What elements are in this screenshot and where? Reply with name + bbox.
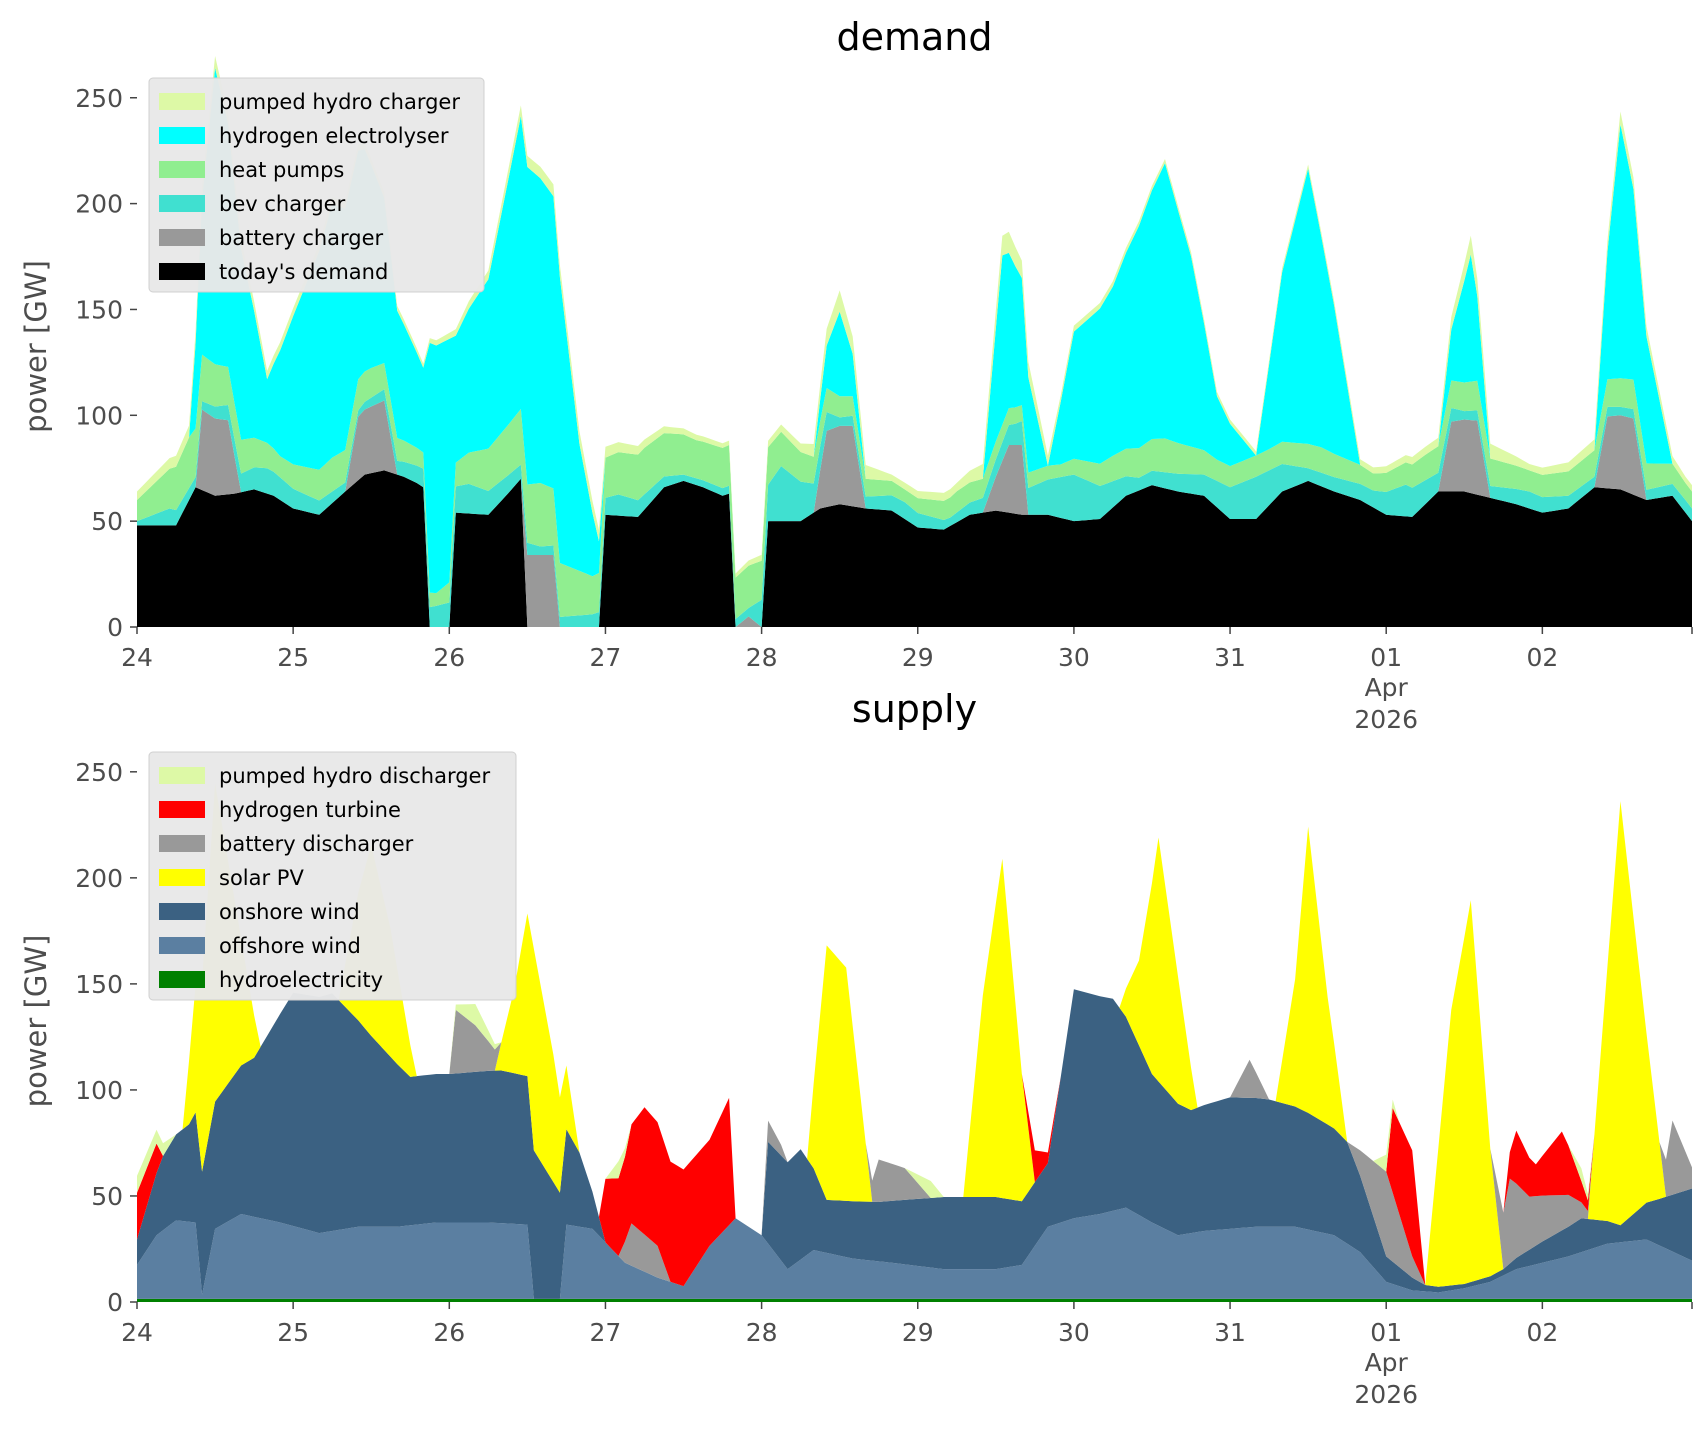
x-tick-label: 29 <box>902 1318 934 1347</box>
legend-label-hydrogen-turbine: hydrogen turbine <box>219 798 401 822</box>
series-offshore-wind-area <box>137 1207 1692 1299</box>
series-battery-discharger-area <box>137 783 1692 1287</box>
y-tick-label: 250 <box>75 758 123 787</box>
supply-y-axis: 0 50 100 150 200 250 power [GW] <box>19 758 137 1317</box>
legend-swatch-pumped-hydro-charger <box>159 93 205 110</box>
legend-label-hydrogen-electrolyser: hydrogen electrolyser <box>219 124 449 148</box>
y-tick-label: 50 <box>91 1182 123 1211</box>
y-tick-label: 50 <box>91 507 123 536</box>
x-secondary-label: 2026 <box>1354 1380 1418 1409</box>
x-tick-label: 25 <box>277 1318 309 1347</box>
series-today-s-demand-area <box>137 470 1692 627</box>
legend-swatch-onshore-wind <box>159 903 205 920</box>
legend-swatch-offshore-wind <box>159 937 205 954</box>
series-heat-pumps-area <box>137 354 1692 619</box>
supply-areas <box>137 783 1692 1302</box>
x-tick-label: 26 <box>433 643 465 672</box>
legend-label-hydroelectricity: hydroelectricity <box>219 968 383 992</box>
series-solar-pv-area <box>137 783 1692 1287</box>
legend-label-today-s-demand: today's demand <box>219 260 388 284</box>
legend-swatch-solar-pv <box>159 869 205 886</box>
x-tick-label: 28 <box>746 1318 778 1347</box>
series-battery-charger-area <box>137 400 1692 627</box>
demand-chart-title: demand <box>836 15 992 59</box>
legend-swatch-battery-charger <box>159 229 205 246</box>
legend-label-heat-pumps: heat pumps <box>219 158 344 182</box>
series-bev-charger-area <box>137 389 1692 627</box>
legend-swatch-battery-discharger <box>159 835 205 852</box>
y-tick-label: 150 <box>75 295 123 324</box>
legend-swatch-hydrogen-turbine <box>159 801 205 818</box>
y-tick-label: 100 <box>75 401 123 430</box>
legend-swatch-today-s-demand <box>159 263 205 280</box>
x-tick-label: 31 <box>1214 1318 1246 1347</box>
x-secondary-label: Apr <box>1365 673 1409 702</box>
legend-label-offshore-wind: offshore wind <box>219 934 361 958</box>
x-tick-label: 31 <box>1214 643 1246 672</box>
series-pumped-hydro-charger-area <box>137 56 1692 578</box>
legend-label-bev-charger: bev charger <box>219 192 346 216</box>
x-tick-label: 01 <box>1370 1318 1402 1347</box>
x-tick-label: 02 <box>1526 643 1558 672</box>
x-tick-label: 01 <box>1370 643 1402 672</box>
y-tick-label: 0 <box>107 613 123 642</box>
legend-label-onshore-wind: onshore wind <box>219 900 360 924</box>
x-secondary-label: Apr <box>1365 1348 1409 1377</box>
legend-label-pumped-hydro-charger: pumped hydro charger <box>219 90 460 114</box>
demand-y-axis: 0 50 100 150 200 250 power [GW] <box>19 84 137 642</box>
legend-frame <box>148 751 517 1001</box>
x-tick-label: 27 <box>590 1318 622 1347</box>
series-hydrogen-electrolyser-area <box>137 67 1692 594</box>
y-tick-label: 250 <box>75 84 123 113</box>
y-tick-label: 200 <box>75 190 123 219</box>
x-tick-label: 02 <box>1526 1318 1558 1347</box>
demand-areas <box>137 56 1692 627</box>
x-tick-label: 29 <box>902 643 934 672</box>
y-tick-label: 0 <box>107 1288 123 1317</box>
legend-swatch-pumped-hydro-discharger <box>159 767 205 784</box>
x-tick-label: 30 <box>1058 643 1090 672</box>
legend-swatch-hydrogen-electrolyser <box>159 127 205 144</box>
x-tick-label: 25 <box>277 643 309 672</box>
series-hydroelectricity-area <box>137 1298 1692 1302</box>
supply-x-axis: 24 25 26 27 28 29 30 31 01 02 Apr 2026 <box>121 1302 1693 1409</box>
legend-label-solar-pv: solar PV <box>219 866 304 890</box>
y-tick-label: 200 <box>75 864 123 893</box>
supply-legend: pumped hydro discharger hydrogen turbine b… <box>148 751 517 1001</box>
x-tick-label: 28 <box>746 643 778 672</box>
legend-swatch-bev-charger <box>159 195 205 212</box>
demand-y-axis-label: power [GW] <box>19 260 53 433</box>
series-onshore-wind-area <box>137 989 1692 1299</box>
x-tick-label: 27 <box>590 643 622 672</box>
x-secondary-label: 2026 <box>1354 705 1418 734</box>
legend-swatch-hydroelectricity <box>159 971 205 988</box>
legend-label-battery-charger: battery charger <box>219 226 384 250</box>
x-tick-label: 30 <box>1058 1318 1090 1347</box>
legend-swatch-heat-pumps <box>159 161 205 178</box>
x-tick-label: 26 <box>433 1318 465 1347</box>
supply-chart-title: supply <box>852 687 977 731</box>
legend-label-pumped-hydro-discharger: pumped hydro discharger <box>219 764 490 788</box>
x-tick-label: 24 <box>121 1318 153 1347</box>
legend-frame <box>148 77 485 293</box>
demand-legend: pumped hydro charger hydrogen electrolyse… <box>148 77 485 293</box>
y-tick-label: 150 <box>75 970 123 999</box>
y-tick-label: 100 <box>75 1076 123 1105</box>
x-tick-label: 24 <box>121 643 153 672</box>
supply-y-axis-label: power [GW] <box>19 935 53 1108</box>
legend-label-battery-discharger: battery discharger <box>219 832 414 856</box>
demand-x-axis: 24 25 26 27 28 29 30 31 01 02 Apr 2026 <box>121 627 1693 734</box>
